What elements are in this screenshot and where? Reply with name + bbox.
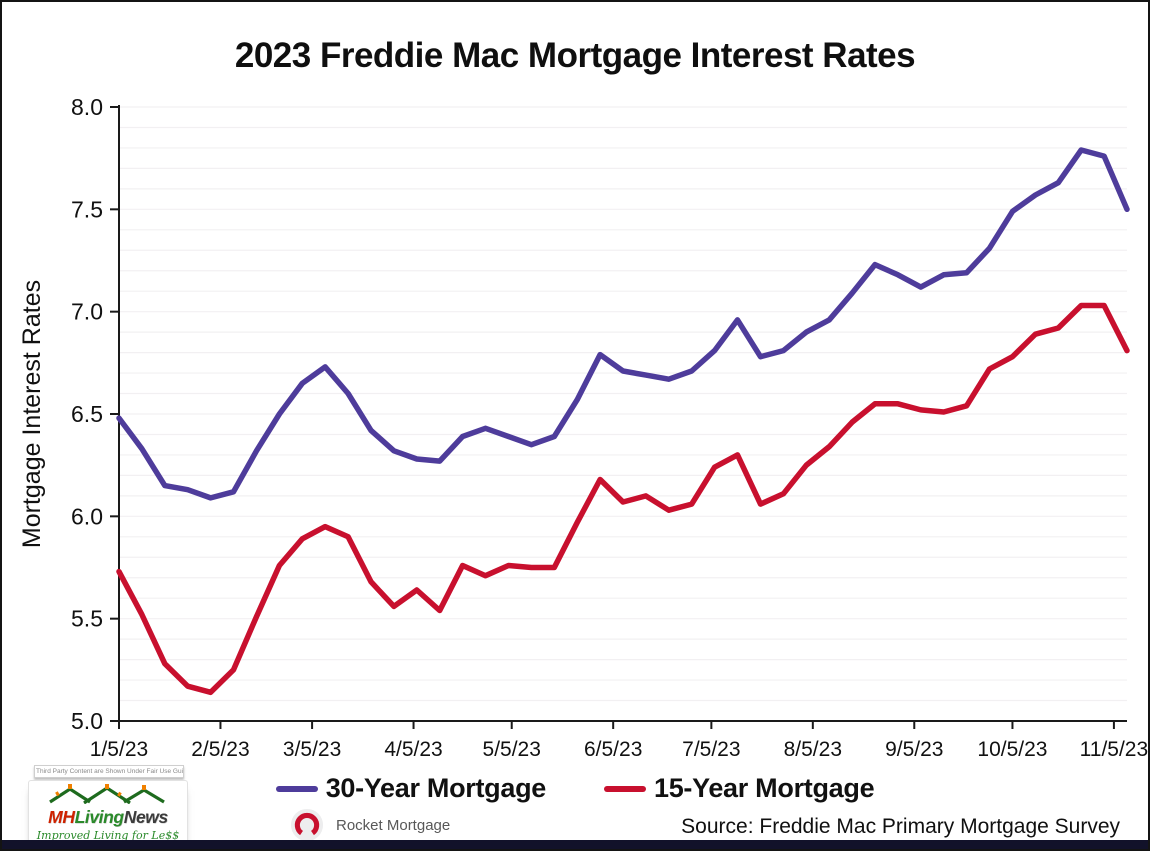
x-tick-label: 4/5/23 [384, 738, 442, 761]
y-tick-label: 5.5 [71, 606, 103, 632]
y-tick-label: 6.0 [71, 503, 103, 529]
bottom-accent-bar [2, 840, 1148, 849]
mhlivingnews-logo-card: MHLivingNews Improved Living for Le$$ [28, 780, 188, 847]
y-tick-label: 7.5 [71, 196, 103, 222]
x-tick-label: 6/5/23 [584, 738, 642, 761]
rocket-mortgage-attribution: Rocket Mortgage [290, 808, 450, 842]
y-tick-label: 8.0 [71, 94, 103, 120]
chart-legend: 30-Year Mortgage 15-Year Mortgage [2, 773, 1148, 804]
fair-use-disclaimer: Third Party Content are Shown Under Fair… [34, 765, 184, 778]
x-tick-label: 7/5/23 [682, 738, 740, 761]
y-tick-label: 7.0 [71, 299, 103, 325]
series-line-15-year-mortgage [116, 302, 1130, 696]
brand-news: News [123, 807, 169, 827]
rooftops-icon [49, 784, 165, 805]
legend-item-30-year: 30-Year Mortgage [275, 773, 547, 804]
legend-label-30-year: 30-Year Mortgage [325, 773, 547, 803]
mortgage-rates-line-chart: 5.0 5.5 6.0 6.5 7.0 7.5 8.0 1/5/23 2/5/23 3/5/23 4… [18, 94, 1149, 761]
mhlivingnews-watermark: Third Party Content are Shown Under Fair… [28, 765, 188, 847]
rocket-mortgage-label: Rocket Mortgage [336, 816, 451, 834]
brand-living: Living [74, 807, 125, 827]
x-tick-label: 3/5/23 [283, 738, 341, 761]
x-tick-label: 11/5/23 [1080, 738, 1149, 761]
x-tick-label: 8/5/23 [784, 738, 842, 761]
x-tick-label: 5/5/23 [483, 738, 541, 761]
brand-mh: MH [48, 807, 75, 827]
mhlivingnews-brand: MHLivingNews [35, 807, 181, 827]
legend-item-15-year: 15-Year Mortgage [604, 773, 875, 804]
y-tick-label: 5.0 [71, 708, 103, 734]
x-tick-label: 10/5/23 [977, 738, 1047, 761]
series-line-30-year-mortgage [116, 147, 1130, 501]
rocket-mortgage-icon [290, 808, 324, 842]
legend-label-15-year: 15-Year Mortgage [654, 773, 875, 803]
brand-tagline: Improved Living for Le$$ [36, 828, 180, 842]
y-axis-title: Mortgage Interest Rates [18, 280, 46, 548]
legend-swatch-15-year [604, 785, 646, 792]
page-title: 2023 Freddie Mac Mortgage Interest Rates [234, 36, 916, 75]
y-tick-label: 6.5 [71, 401, 103, 427]
x-tick-label: 1/5/23 [90, 738, 148, 761]
legend-swatch-30-year [275, 785, 318, 792]
x-tick-label: 9/5/23 [885, 738, 943, 761]
source-citation: Source: Freddie Mac Primary Mortgage Sur… [681, 815, 1120, 838]
x-tick-label: 2/5/23 [191, 738, 249, 761]
